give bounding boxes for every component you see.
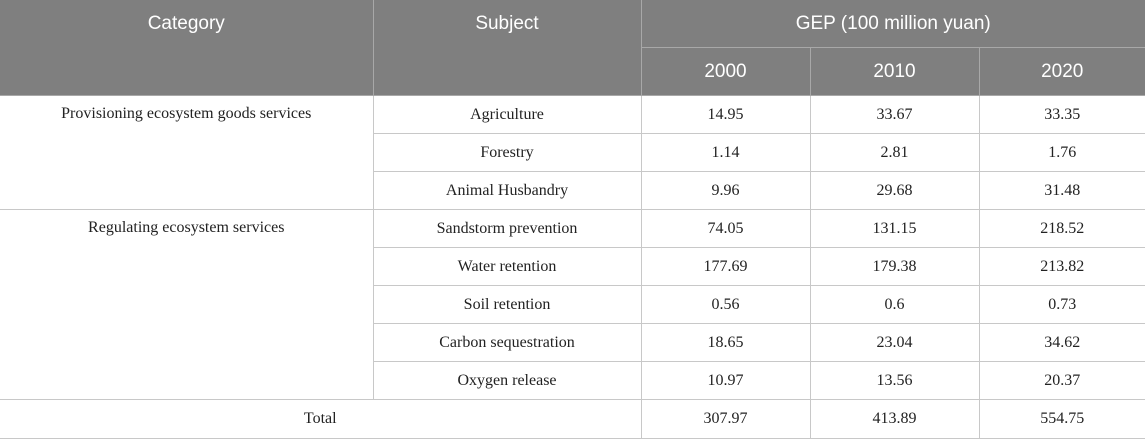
header-category: Category: [0, 0, 373, 96]
subject-cell: Oxygen release: [372, 361, 641, 400]
subject-cell: Soil retention: [372, 285, 641, 324]
subject-cell: Animal Husbandry: [372, 171, 641, 210]
value-cell: 2.81: [809, 133, 979, 172]
value-cell: 218.52: [978, 209, 1145, 248]
subject-cell: Sandstorm prevention: [372, 209, 641, 248]
value-cell: 1.14: [640, 133, 810, 172]
value-cell: 0.6: [809, 285, 979, 324]
value-cell: 0.56: [640, 285, 810, 324]
table-row: Regulating ecosystem services Sandstorm …: [0, 209, 1145, 400]
header-year-2000: 2000: [640, 47, 810, 96]
subject-cell: Water retention: [372, 247, 641, 286]
total-row: Total 307.97 413.89 554.75: [0, 399, 1145, 439]
value-cell: 131.15: [809, 209, 979, 248]
table-row: Animal Husbandry 9.96 29.68 31.48: [0, 171, 1145, 210]
subject-cell: Carbon sequestration: [372, 323, 641, 362]
value-cell: 23.04: [809, 323, 979, 362]
category-cell: Provisioning ecosystem goods services: [0, 95, 373, 210]
header-row: Category Subject GEP (100 million yuan): [0, 0, 1145, 96]
value-cell: 213.82: [978, 247, 1145, 286]
total-value-cell: 554.75: [978, 399, 1145, 439]
table-row: Oxygen release 10.97 13.56 20.37: [0, 361, 1145, 400]
value-cell: 0.73: [978, 285, 1145, 324]
value-cell: 179.38: [809, 247, 979, 286]
value-cell: 33.35: [978, 95, 1145, 134]
header-year-2010: 2010: [809, 47, 979, 96]
value-cell: 20.37: [978, 361, 1145, 400]
category-cell: Regulating ecosystem services: [0, 209, 373, 400]
header-subject: Subject: [372, 0, 641, 96]
value-cell: 9.96: [640, 171, 810, 210]
subject-cell: Agriculture: [372, 95, 641, 134]
value-cell: 10.97: [640, 361, 810, 400]
table-row: Water retention 177.69 179.38 213.82: [0, 247, 1145, 286]
table-row: Carbon sequestration 18.65 23.04 34.62: [0, 323, 1145, 362]
value-cell: 74.05: [640, 209, 810, 248]
value-cell: 1.76: [978, 133, 1145, 172]
header-gep: GEP (100 million yuan): [640, 0, 1145, 48]
total-value-cell: 307.97: [640, 399, 810, 439]
subject-cell: Forestry: [372, 133, 641, 172]
value-cell: 177.69: [640, 247, 810, 286]
value-cell: 13.56: [809, 361, 979, 400]
value-cell: 14.95: [640, 95, 810, 134]
total-value-cell: 413.89: [809, 399, 979, 439]
value-cell: 29.68: [809, 171, 979, 210]
value-cell: 34.62: [978, 323, 1145, 362]
header-year-2020: 2020: [978, 47, 1145, 96]
table-row: Provisioning ecosystem goods services Ag…: [0, 95, 1145, 210]
header-year-row: 2000 2010 2020: [0, 47, 1145, 96]
value-cell: 33.67: [809, 95, 979, 134]
value-cell: 31.48: [978, 171, 1145, 210]
table-row: Forestry 1.14 2.81 1.76: [0, 133, 1145, 172]
table-row: Soil retention 0.56 0.6 0.73: [0, 285, 1145, 324]
total-label: Total: [0, 399, 641, 439]
value-cell: 18.65: [640, 323, 810, 362]
